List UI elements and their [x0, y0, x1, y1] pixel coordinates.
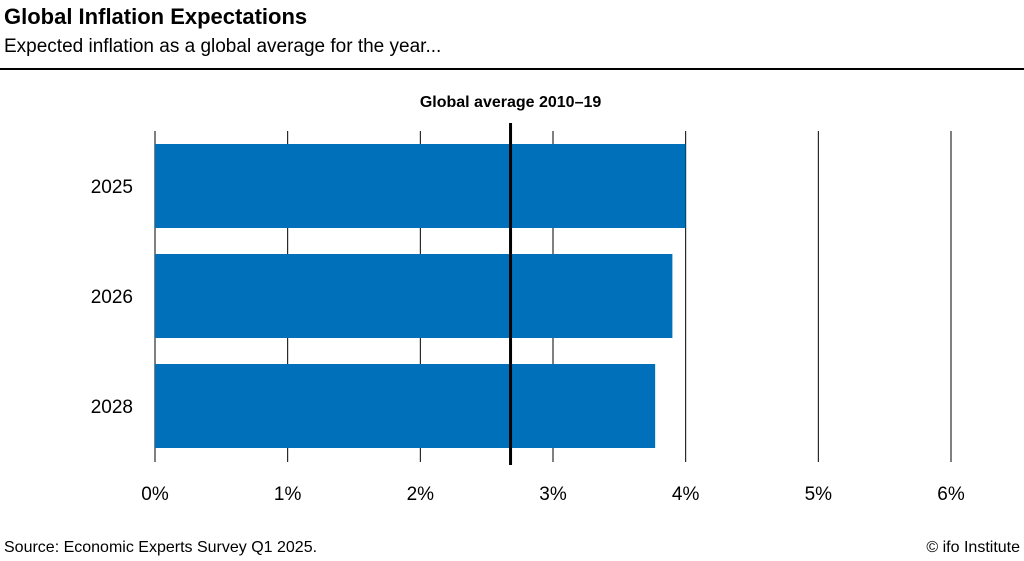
category-label: 2026	[91, 287, 133, 308]
x-tick-label: 2%	[407, 484, 435, 505]
bar-chart: Global average 2010–19 2025 2026 2028 0% 1%…	[91, 94, 965, 505]
chart-subtitle: Expected inflation as a global average f…	[4, 36, 442, 57]
x-tick-label: 6%	[937, 484, 965, 505]
bars	[155, 144, 686, 448]
bar	[155, 254, 673, 338]
x-tick-label: 0%	[141, 484, 169, 505]
x-tick-label: 5%	[805, 484, 833, 505]
bar	[155, 144, 686, 228]
header-divider	[0, 68, 1024, 70]
x-tick-labels: 0% 1% 2% 3% 4% 5% 6%	[141, 484, 965, 505]
x-tick-label: 4%	[672, 484, 700, 505]
category-label: 2028	[91, 397, 133, 418]
x-tick-label: 1%	[274, 484, 302, 505]
bar	[155, 364, 656, 448]
reference-line-group: Global average 2010–19	[420, 94, 602, 465]
copyright-credit: © ifo Institute	[926, 539, 1020, 556]
source-note: Source: Economic Experts Survey Q1 2025.	[4, 539, 318, 556]
x-tick-label: 3%	[539, 484, 567, 505]
category-labels: 2025 2026 2028	[91, 177, 133, 418]
category-label: 2025	[91, 177, 133, 198]
chart-title: Global Inflation Expectations	[4, 4, 308, 29]
reference-line-label: Global average 2010–19	[420, 94, 602, 111]
